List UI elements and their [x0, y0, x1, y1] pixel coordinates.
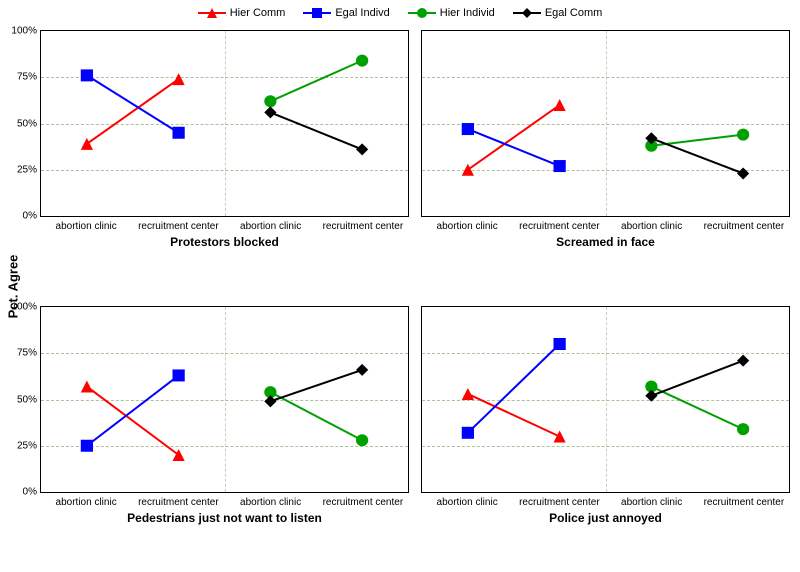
- category-label: recruitment center: [132, 221, 224, 232]
- category-label: abortion clinic: [421, 497, 513, 508]
- plot-svg: [422, 31, 789, 216]
- marker-hc: [462, 388, 474, 400]
- marker-hc: [81, 381, 93, 393]
- marker-ei: [173, 369, 185, 381]
- series-line-ec: [651, 138, 743, 173]
- panel-title: Pedestrians just not want to listen: [40, 512, 409, 526]
- marker-ec: [737, 167, 749, 179]
- marker-ec: [356, 143, 368, 155]
- panel-title: Screamed in face: [421, 236, 790, 250]
- marker-hi: [356, 434, 368, 446]
- series-line-ec: [651, 361, 743, 396]
- marker-ec: [645, 390, 657, 402]
- marker-ei: [462, 427, 474, 439]
- category-label: recruitment center: [132, 497, 224, 508]
- legend-item-hc: Hier Comm: [198, 6, 286, 20]
- marker-hc: [554, 431, 566, 443]
- ytick: 0%: [23, 211, 41, 222]
- legend-item-ec: Egal Comm: [513, 6, 602, 20]
- panel-1: abortion clinicrecruitment centerabortio…: [421, 30, 790, 294]
- category-label: abortion clinic: [421, 221, 513, 232]
- ytick: 0%: [23, 487, 41, 498]
- panel-3: abortion clinicrecruitment centerabortio…: [421, 306, 790, 570]
- marker-ei: [462, 123, 474, 135]
- series-line-hc: [468, 394, 560, 437]
- category-label: abortion clinic: [40, 221, 132, 232]
- marker-hi: [737, 129, 749, 141]
- legend-item-hi: Hier Individ: [408, 6, 495, 20]
- category-labels: abortion clinicrecruitment centerabortio…: [421, 221, 790, 232]
- ytick: 100%: [11, 302, 41, 313]
- plot-svg: [422, 307, 789, 492]
- category-label: abortion clinic: [606, 497, 698, 508]
- marker-ei: [173, 127, 185, 139]
- ytick: 75%: [17, 348, 41, 359]
- series-line-hc: [87, 79, 179, 144]
- panel-title: Protestors blocked: [40, 236, 409, 250]
- panel-grid: 0%25%50%75%100%abortion clinicrecruitmen…: [40, 30, 790, 570]
- marker-ec: [264, 106, 276, 118]
- marker-hi: [737, 423, 749, 435]
- series-line-hi: [270, 61, 362, 102]
- ytick: 25%: [17, 440, 41, 451]
- category-label: recruitment center: [513, 497, 605, 508]
- panel-title: Police just annoyed: [421, 512, 790, 526]
- plot-box: [421, 30, 790, 217]
- marker-ec: [356, 364, 368, 376]
- series-line-ei: [87, 375, 179, 445]
- category-labels: abortion clinicrecruitment centerabortio…: [40, 221, 409, 232]
- category-label: recruitment center: [698, 497, 790, 508]
- category-label: recruitment center: [513, 221, 605, 232]
- legend-label: Hier Comm: [230, 7, 286, 19]
- legend-label: Egal Comm: [545, 7, 602, 19]
- legend-label: Egal Indivd: [335, 7, 389, 19]
- ytick: 25%: [17, 164, 41, 175]
- category-label: abortion clinic: [606, 221, 698, 232]
- category-label: recruitment center: [317, 497, 409, 508]
- series-line-ei: [468, 344, 560, 433]
- plot-svg: [41, 307, 408, 492]
- marker-ec: [737, 355, 749, 367]
- marker-ei: [81, 440, 93, 452]
- marker-ec: [264, 395, 276, 407]
- series-line-hi: [651, 387, 743, 430]
- marker-ei: [554, 338, 566, 350]
- ytick: 100%: [11, 26, 41, 37]
- series-line-ec: [270, 112, 362, 149]
- marker-hi: [356, 55, 368, 67]
- category-label: recruitment center: [317, 221, 409, 232]
- category-labels: abortion clinicrecruitment centerabortio…: [421, 497, 790, 508]
- ytick: 50%: [17, 118, 41, 129]
- legend: Hier Comm Egal Indivd Hier Individ Egal …: [0, 6, 800, 20]
- series-line-hc: [87, 387, 179, 455]
- category-label: recruitment center: [698, 221, 790, 232]
- marker-hi: [264, 95, 276, 107]
- plot-box: [421, 306, 790, 493]
- ytick: 75%: [17, 72, 41, 83]
- marker-ei: [554, 160, 566, 172]
- legend-item-ei: Egal Indivd: [303, 6, 389, 20]
- series-line-ec: [270, 370, 362, 401]
- category-labels: abortion clinicrecruitment centerabortio…: [40, 497, 409, 508]
- series-line-hi: [270, 392, 362, 440]
- category-label: abortion clinic: [225, 221, 317, 232]
- plot-svg: [41, 31, 408, 216]
- marker-ei: [81, 69, 93, 81]
- ytick: 50%: [17, 394, 41, 405]
- marker-hc: [173, 73, 185, 85]
- category-label: abortion clinic: [40, 497, 132, 508]
- plot-box: 0%25%50%75%100%: [40, 306, 409, 493]
- legend-label: Hier Individ: [440, 7, 495, 19]
- marker-hc: [554, 99, 566, 111]
- plot-box: 0%25%50%75%100%: [40, 30, 409, 217]
- panel-0: 0%25%50%75%100%abortion clinicrecruitmen…: [40, 30, 409, 294]
- series-line-ei: [87, 75, 179, 132]
- panel-2: 0%25%50%75%100%abortion clinicrecruitmen…: [40, 306, 409, 570]
- category-label: abortion clinic: [225, 497, 317, 508]
- yaxis-label-container: Pct. Agree: [4, 0, 22, 572]
